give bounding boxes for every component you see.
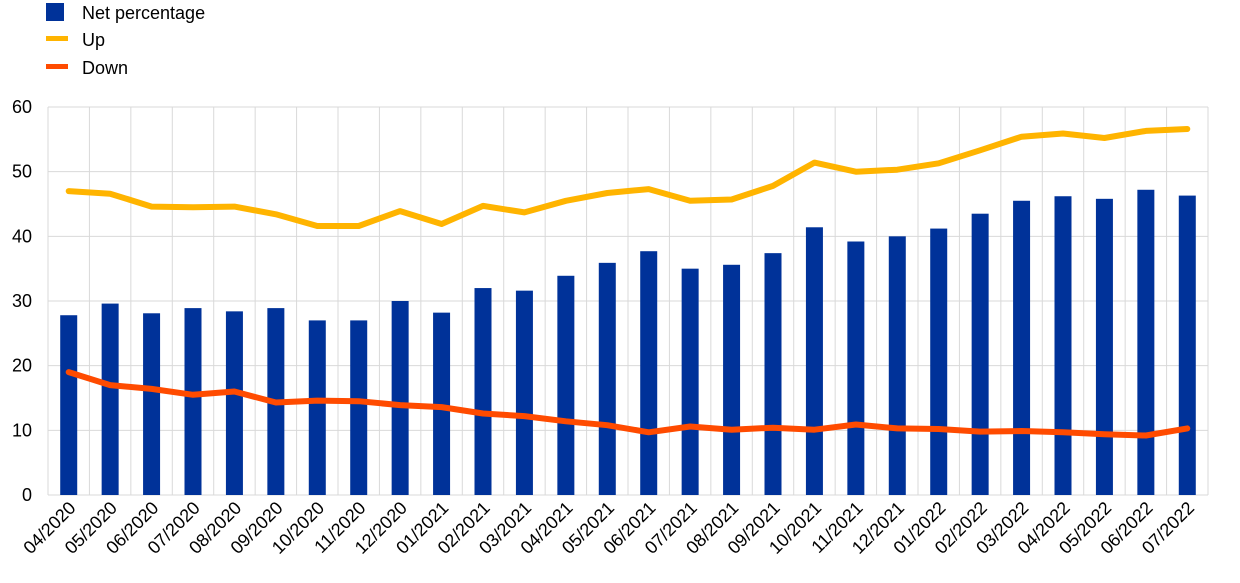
bar-net-percentage-09-2021: [764, 253, 782, 495]
y-tick-label: 40: [12, 226, 32, 246]
legend-label-up: Up: [82, 30, 105, 50]
bar-net-percentage-05-2021: [598, 262, 616, 495]
bar-net-percentage-06-2022: [1137, 189, 1155, 496]
y-tick-label: 10: [12, 420, 32, 440]
y-tick-label: 0: [22, 485, 32, 505]
bar-net-percentage-02-2022: [971, 213, 989, 495]
bar-net-percentage-08-2020: [225, 311, 243, 495]
bar-net-percentage-04-2021: [557, 275, 575, 495]
legend-swatch-up: [46, 36, 68, 41]
bar-net-percentage-04-2022: [1054, 196, 1072, 496]
bar-net-percentage-06-2021: [640, 251, 658, 495]
y-tick-label: 50: [12, 162, 32, 182]
legend-swatch-down: [46, 64, 68, 69]
bar-net-percentage-04-2020: [60, 315, 78, 495]
legend: Net percentage Up Down: [46, 3, 205, 78]
bar-net-percentage-02-2021: [474, 288, 492, 495]
y-tick-label: 20: [12, 356, 32, 376]
x-axis-ticks: 04/202005/202006/202007/202008/202009/20…: [19, 498, 1198, 558]
bar-net-percentage-03-2021: [515, 290, 533, 495]
line-up: [65, 126, 1191, 229]
bars-layer: [60, 189, 1196, 496]
y-axis-ticks: 0 10 20 30 40 50 60: [12, 97, 32, 505]
legend-label-net-percentage: Net percentage: [82, 3, 205, 23]
bar-net-percentage-11-2021: [847, 241, 865, 495]
y-tick-label: 30: [12, 291, 32, 311]
lines-layer: [65, 126, 1191, 439]
grid-layer: [47, 106, 1209, 496]
y-tick-label: 60: [12, 97, 32, 117]
bar-net-percentage-01-2021: [433, 312, 451, 495]
bar-net-percentage-07-2020: [184, 308, 202, 495]
bar-net-percentage-06-2020: [143, 313, 161, 495]
bar-net-percentage-01-2022: [930, 228, 948, 495]
bar-net-percentage-11-2020: [350, 320, 368, 495]
bar-net-percentage-07-2022: [1178, 195, 1196, 496]
bar-net-percentage-12-2021: [888, 236, 906, 496]
bar-net-percentage-10-2020: [308, 320, 326, 495]
bar-net-percentage-12-2020: [391, 301, 409, 495]
line-down: [65, 369, 1191, 439]
bar-net-percentage-10-2021: [805, 227, 823, 495]
bar-net-percentage-03-2022: [1013, 200, 1031, 495]
bar-net-percentage-07-2021: [681, 268, 699, 495]
bar-net-percentage-05-2022: [1095, 198, 1113, 495]
legend-label-down: Down: [82, 58, 128, 78]
legend-swatch-net-percentage: [46, 3, 64, 21]
bar-net-percentage-05-2020: [101, 303, 119, 495]
bar-net-percentage-08-2021: [723, 264, 741, 495]
